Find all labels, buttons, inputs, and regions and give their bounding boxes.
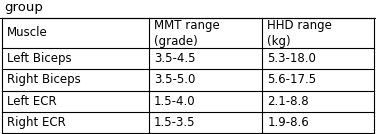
Text: 1.5-4.0: 1.5-4.0: [154, 95, 196, 108]
Text: 5.3-18.0: 5.3-18.0: [267, 52, 316, 65]
Text: HHD range
(kg): HHD range (kg): [267, 18, 332, 47]
Text: 1.5-3.5: 1.5-3.5: [154, 116, 196, 129]
Text: Right Biceps: Right Biceps: [7, 73, 81, 86]
Text: group: group: [4, 1, 43, 14]
Text: 3.5-4.5: 3.5-4.5: [154, 52, 196, 65]
Text: Left Biceps: Left Biceps: [7, 52, 71, 65]
Text: 5.6-17.5: 5.6-17.5: [267, 73, 317, 86]
Text: 1.9-8.6: 1.9-8.6: [267, 116, 309, 129]
Text: MMT range
(grade): MMT range (grade): [154, 18, 220, 47]
Text: Left ECR: Left ECR: [7, 95, 57, 108]
Text: 2.1-8.8: 2.1-8.8: [267, 95, 309, 108]
Text: Muscle: Muscle: [7, 27, 48, 40]
Text: Right ECR: Right ECR: [7, 116, 66, 129]
Text: 3.5-5.0: 3.5-5.0: [154, 73, 195, 86]
